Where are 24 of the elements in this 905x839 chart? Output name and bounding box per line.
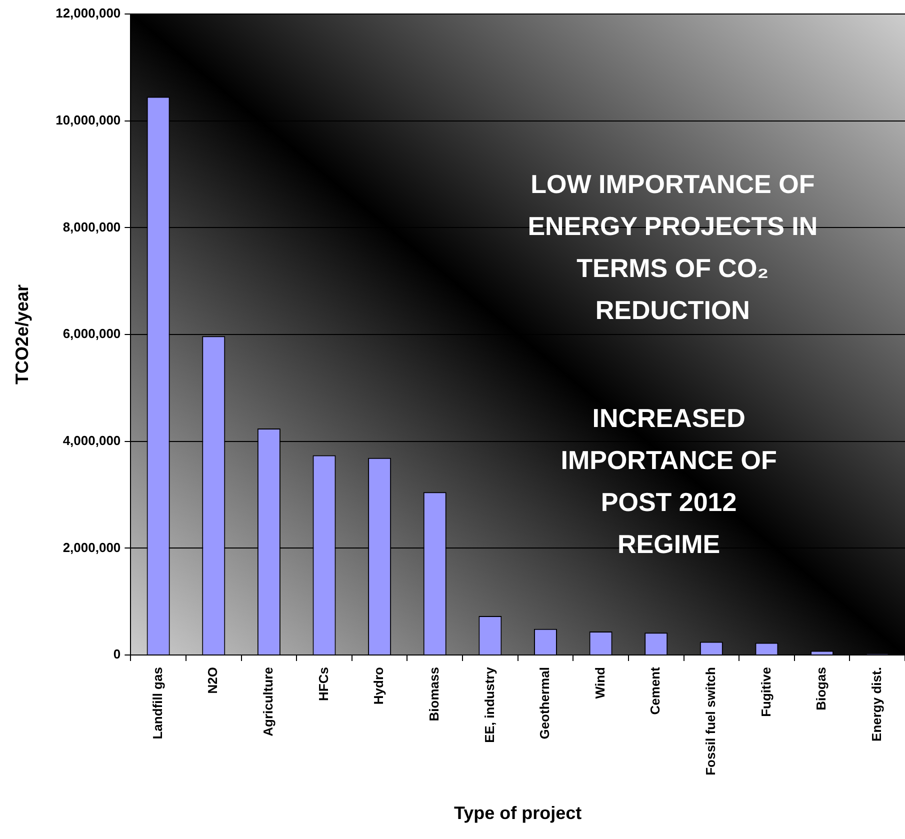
x-tick-label: N2O <box>205 667 220 694</box>
y-tick-label: 10,000,000 <box>56 112 121 128</box>
x-axis-title: Type of project <box>454 803 582 824</box>
x-tick-label: Fugitive <box>758 667 774 717</box>
x-tick-label: HFCs <box>316 667 331 701</box>
y-tick-label: 8,000,000 <box>62 219 121 234</box>
x-tick-label: Biomass <box>426 667 442 722</box>
x-tick-label: Biogas <box>814 667 829 710</box>
x-tick-label: Cement <box>648 666 663 715</box>
y-axis-title: TCO2e/year <box>12 284 32 385</box>
y-tick-label: 4,000,000 <box>62 432 121 448</box>
x-tick-label: Energy dist. <box>868 667 884 742</box>
x-tick-label: Landfill gas <box>150 667 165 740</box>
x-tick-label: Hydro <box>371 666 386 705</box>
y-tick-label: 2,000,000 <box>62 540 121 555</box>
x-tick-label: Agriculture <box>260 667 276 736</box>
x-tick-label: Geothermal <box>537 667 552 740</box>
x-tick-label: Fossil fuel switch <box>702 666 718 776</box>
annotation: INCREASED IMPORTANCE OF POST 2012 REGIME <box>560 402 778 561</box>
y-tick-label: 6,000,000 <box>62 326 121 342</box>
x-tick-label: Wind <box>592 666 608 699</box>
y-tick-label: 0 <box>113 646 121 662</box>
x-tick-label: EE, industry <box>482 666 497 743</box>
y-tick-label: 12,000,000 <box>56 6 121 21</box>
